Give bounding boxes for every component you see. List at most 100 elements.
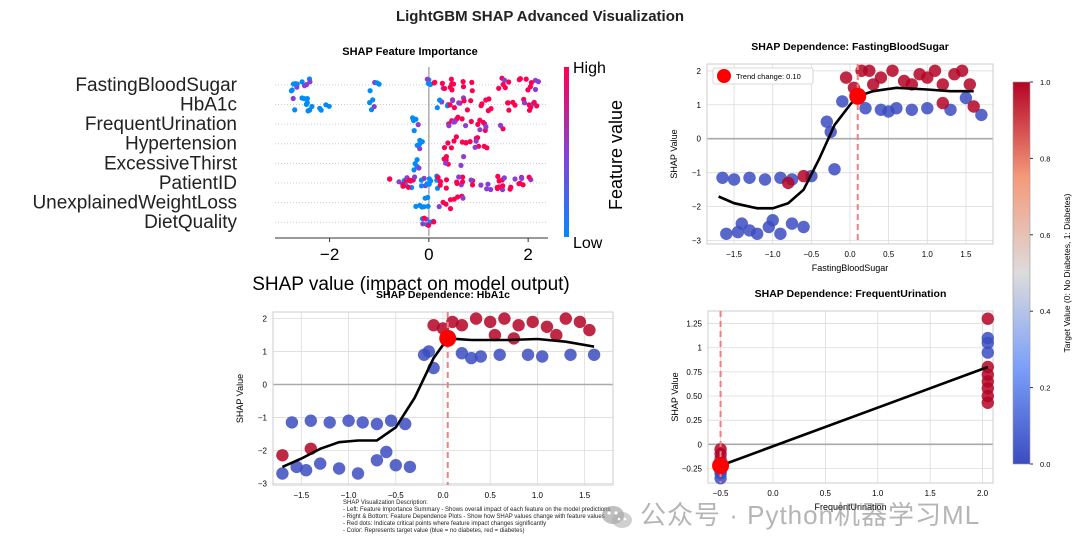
target-colorbar: 0.0 0.2 0.4 0.6 0.8 1.0 Target Value (0: No Di… [1012,78,1072,469]
beeswarm-point [326,103,332,109]
beeswarm-point [516,181,522,187]
data-point-high [455,319,469,332]
data-point-low [384,414,398,427]
beeswarm-point [405,184,411,190]
y-tick-label: 2 [263,315,268,324]
beeswarm-point [435,174,441,181]
data-point-low [743,171,756,184]
beeswarm-point [480,119,486,125]
beeswarm-point [469,79,475,85]
feature-label: Hypertension [125,134,237,155]
data-point-low [403,460,417,474]
beeswarm-point [468,177,474,183]
data-point-high [540,320,554,333]
feature-importance-chart: SHAP Feature Importance FastingBloodSugar… [32,46,626,295]
beeswarm-point [459,116,465,122]
beeswarm-point [299,95,305,101]
beeswarm-point [411,117,417,124]
data-point-high [446,315,459,329]
colorbar-label: Feature value [606,100,626,210]
beeswarm-point [452,119,458,125]
x-tick-label: 1.5 [925,489,937,498]
beeswarm-point [526,102,532,108]
data-point-high [886,64,899,78]
y-tick-label: 1.25 [686,320,702,329]
data-point-high [797,169,810,183]
colorbar-tick-label: 0.8 [1040,154,1050,163]
beeswarm-point [497,122,504,128]
beeswarm-point [416,165,422,171]
dependence-frequenturination-chart: SHAP Dependence: FrequentUrination −0.5 0.… [670,288,994,512]
description-line: - Right & Bottom: Feature Dependence Plo… [343,514,605,520]
beeswarm-point [437,179,444,185]
beeswarm-point [485,181,491,187]
beeswarm-point [370,97,376,103]
beeswarm-point [460,174,466,180]
beeswarm-point [439,80,445,86]
beeswarm-point [512,176,518,182]
data-point-low [342,414,355,427]
beeswarm-point [472,144,478,150]
y-tick-label: −1 [258,413,268,422]
data-point-low [351,467,365,480]
figure-title: LightGBM SHAP Advanced Visualization [395,8,685,25]
beeswarm-point [464,107,470,113]
data-point-high [573,315,587,329]
feature-label: DietQuality [144,212,237,233]
data-point-low [493,348,506,361]
beeswarm-point [496,178,502,184]
feature-label: ExcessiveThirst [104,153,238,174]
y-tick-label: 1 [263,348,268,357]
plot-frame [272,311,614,486]
feature-label: FastingBloodSugar [75,75,237,96]
data-point-low [356,416,369,429]
plot-frame [706,63,994,245]
data-point-low [389,459,402,472]
colorbar-low-label: Low [573,235,603,252]
beeswarm-point [431,219,437,225]
beeswarm-point [436,204,442,210]
x-axis-label: FrequentUrination [814,502,886,512]
colorbar-tick-label: 0.0 [1040,460,1050,469]
watermark-text: 公众号 · Python机器学习ML [640,500,981,530]
x-tick-label: −2 [320,245,339,264]
critical-point [712,457,730,475]
data-point-high [469,312,483,325]
y-tick-label: 0 [697,135,702,144]
beeswarm-point [469,88,475,94]
data-point-low [959,91,973,105]
beeswarm-point [449,87,455,93]
beeswarm-point [290,95,296,102]
beeswarm-point [317,105,323,111]
y-tick-label: 1 [698,344,703,353]
critical-point [849,87,867,105]
feature-label: PatientID [159,173,237,194]
beeswarm-point [421,175,427,181]
beeswarm-point [460,195,466,201]
beeswarm-point [469,182,476,188]
beeswarm-point [447,197,454,203]
data-point-low [766,214,779,227]
beeswarm-point [454,180,460,186]
description-title: SHAP Visualization Description: [343,500,428,506]
beeswarm-point [484,186,490,192]
beeswarm-point [458,162,464,168]
data-point-low [465,351,478,365]
data-point-high [967,100,980,113]
x-tick-label: 0.5 [485,491,497,500]
beeswarm-point [531,99,537,105]
beeswarm-point [451,105,457,111]
beeswarm-point [288,88,294,94]
beeswarm-point [417,146,423,152]
beeswarm-point [431,80,437,86]
beeswarm-point [528,80,535,86]
y-tick-label: 0.25 [686,416,702,425]
trend-line [718,86,974,210]
feature-value-colorbar [564,67,569,237]
data-point-low [797,220,810,234]
x-tick-label: 1.0 [872,489,884,498]
data-point-low [975,108,988,122]
colorbar-label: Target Value (0: No Diabetes, 1: Diabete… [1062,193,1072,352]
beeswarm-point [424,76,430,82]
y-axis-label: SHAP Value [669,129,679,178]
